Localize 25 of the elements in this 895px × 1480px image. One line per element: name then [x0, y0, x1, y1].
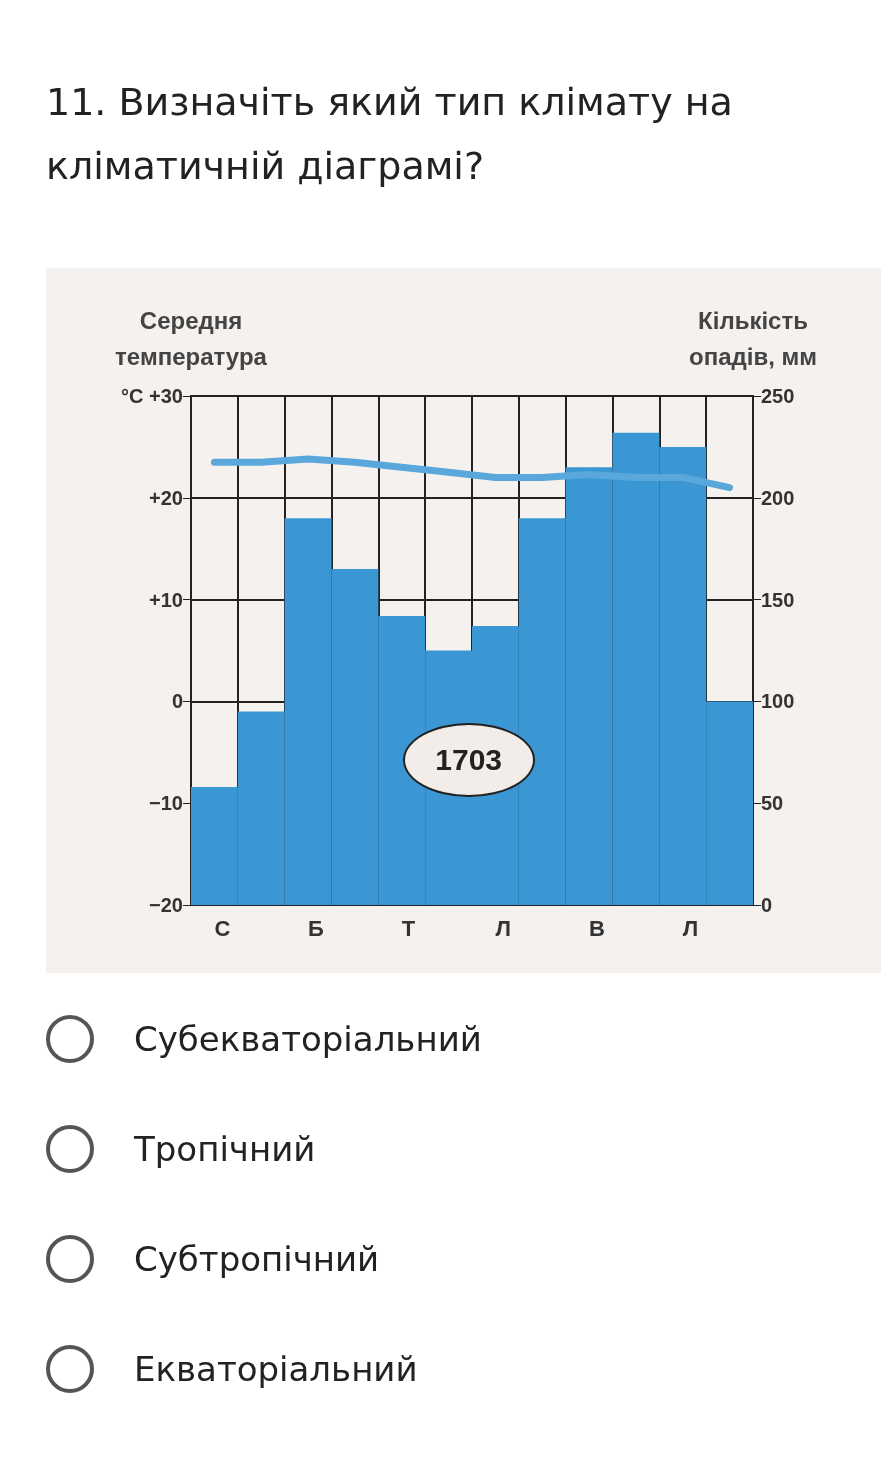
y2-axis-title: Кількість опадів, мм [688, 306, 818, 370]
y2-tick-label: 0 [761, 894, 773, 916]
x-tick-label: Л [495, 915, 511, 941]
text: Субтропічний [134, 1239, 380, 1279]
text: Субекваторіальний [134, 1019, 482, 1059]
y-tick-label: 0 [171, 690, 183, 713]
y-tick-label: −20 [149, 894, 183, 916]
chart-title: 11. Визначіть який тип клімату на кліматичній діаграмі? [46, 79, 734, 190]
x-tick-label: Б [308, 915, 325, 941]
y-axis-title: Середня температура [115, 306, 268, 370]
x-tick-label: С [214, 915, 231, 941]
x-tick-label: Л [682, 915, 699, 941]
y2-tick-label: 150 [761, 588, 795, 611]
y-tick-label: −10 [149, 792, 183, 815]
text: Екваторіальний [134, 1349, 418, 1389]
y-tick-label: +10 [149, 588, 183, 611]
y-tick-label: +20 [149, 486, 183, 509]
y-tick-label: °C +30 [121, 385, 183, 407]
x-tick-label: Т [401, 915, 416, 941]
y2-tick-label: 200 [761, 486, 795, 509]
text: Тропічний [134, 1129, 316, 1169]
y2-tick-label: 250 [761, 385, 795, 407]
y2-tick-label: 50 [761, 792, 784, 815]
x-tick-label: В [589, 915, 605, 941]
y2-tick-label: 100 [761, 690, 795, 713]
